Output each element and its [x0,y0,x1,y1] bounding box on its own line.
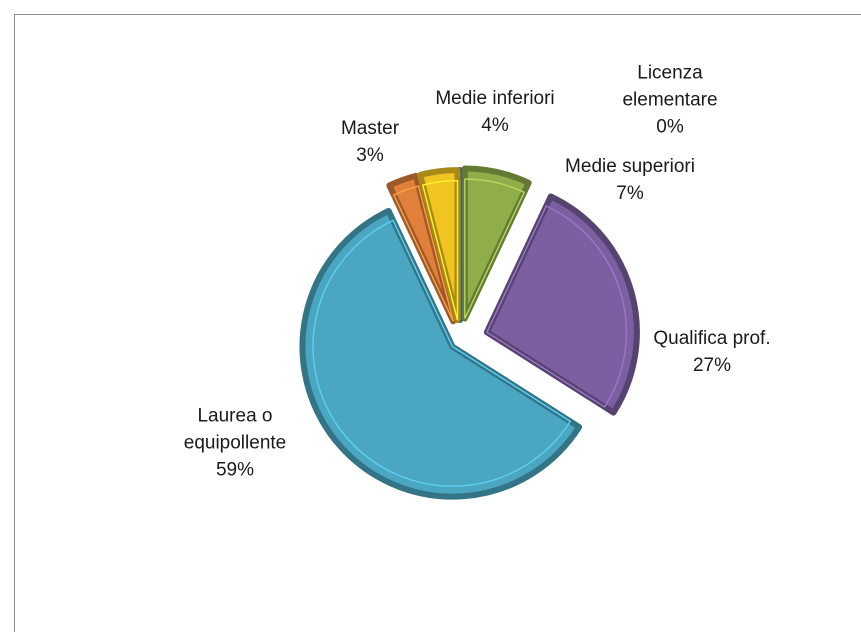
chart-frame [14,14,861,632]
slice-bevel [312,219,572,487]
value-label: 3% [356,145,384,166]
value-label: 4% [481,115,509,136]
slice-label: Qualifica prof. 27% [627,325,797,379]
value-label: 7% [616,183,644,204]
slice-label: Medie inferiori 4% [420,85,570,139]
slice-label: Medie superiori 7% [545,153,715,207]
pie-slice [299,207,583,500]
slice-label: Licenza elementare 0% [610,60,730,141]
pie-slice [461,165,532,322]
category-label: Licenza elementare [622,62,718,111]
category-label: Medie inferiori [435,88,555,109]
category-label: Medie superiori [565,156,695,177]
slice-bevel [421,179,459,321]
slice-label: Master 3% [330,115,410,169]
pie-slice [386,172,457,325]
value-label: 59% [215,459,255,481]
category-label: Qualifica prof. [653,328,771,349]
value-label: 27% [692,355,732,376]
value-label: 0% [656,116,684,138]
slice-bevel [485,205,628,408]
category-label: Master [340,118,400,139]
category-label: Laurea o equipollente [183,405,287,454]
slice-label: Laurea o equipollente 59% [160,403,310,484]
slice-bevel [464,178,526,319]
slice-bevel [392,185,454,322]
